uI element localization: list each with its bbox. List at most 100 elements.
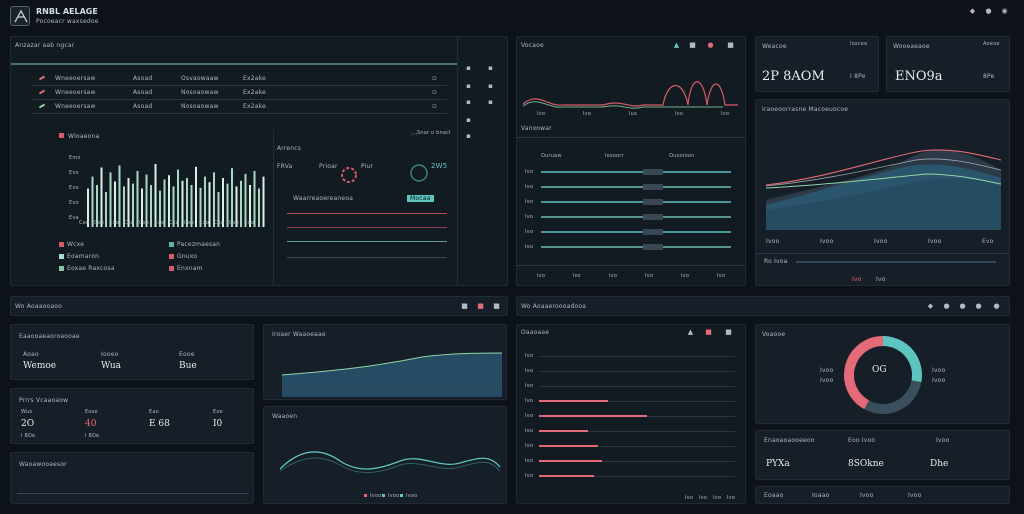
kpi-2-delta: 8Pe bbox=[983, 73, 995, 80]
kpi-1-title: Weacoe bbox=[762, 43, 787, 50]
bk-item-label: Eoo Ivoo bbox=[848, 437, 876, 444]
hb-icon-3[interactable]: ■ bbox=[725, 328, 732, 336]
tl-side-icon-7[interactable]: ▪ bbox=[488, 82, 493, 90]
tm-row-cell bbox=[643, 199, 663, 205]
user-icon[interactable]: ◉ bbox=[1001, 7, 1008, 15]
row-marker bbox=[38, 103, 46, 109]
tm-icon-4[interactable]: ■ bbox=[727, 41, 734, 49]
kpi-2-title: Wooeaeaoe bbox=[893, 43, 930, 50]
hbar-fill bbox=[539, 445, 598, 447]
tl-side-icon-8[interactable]: ▪ bbox=[488, 98, 493, 106]
bar bbox=[141, 188, 143, 227]
area-chart-footer-line bbox=[796, 261, 996, 263]
sl-icon-1[interactable]: ■ bbox=[461, 302, 468, 310]
tm-icon-1[interactable]: ▲ bbox=[673, 41, 680, 49]
tl-side-icon-1[interactable]: ▪ bbox=[466, 64, 471, 72]
sl-icon-3[interactable]: ■ bbox=[493, 302, 500, 310]
tl-side-icon-3[interactable]: ▪ bbox=[466, 98, 471, 106]
stat-panel-3-title: Waoawooaesor bbox=[19, 461, 67, 468]
bar bbox=[109, 172, 112, 227]
gear-icon[interactable]: ● bbox=[985, 7, 992, 15]
bar bbox=[258, 188, 260, 227]
sr-icon-1[interactable]: ◆ bbox=[927, 302, 934, 310]
tl-side-icon-5[interactable]: ▪ bbox=[466, 132, 471, 140]
tm-row-cell bbox=[643, 229, 663, 235]
kpi-1-label: Ioxcee bbox=[850, 41, 868, 47]
legend-label: Enxnam bbox=[177, 265, 203, 272]
bars-axis-label: Eva bbox=[69, 215, 79, 221]
row-action-icon[interactable]: ▫ bbox=[432, 74, 437, 82]
line-title: Waarreaoereaneoa bbox=[293, 195, 354, 202]
tm-row-cell bbox=[643, 169, 663, 175]
mini-item: FRVa bbox=[277, 163, 293, 170]
footer-bar-item[interactable]: Ivoo bbox=[908, 492, 922, 499]
legend-swatch bbox=[169, 266, 174, 271]
hbar-label: Ivo bbox=[525, 458, 534, 464]
row-value: Osvaowaaw bbox=[181, 75, 219, 82]
ac-tick: Ivoo bbox=[820, 238, 834, 245]
hbar-track bbox=[539, 461, 735, 462]
top-mid-title: Vocaoe bbox=[521, 42, 544, 49]
section-right-title: Wo Aoaaeroooadooa bbox=[521, 303, 587, 310]
tm-icon-3[interactable]: ● bbox=[707, 41, 714, 49]
bars-menu-icon[interactable]: ⋯ bbox=[411, 130, 418, 138]
tm-icon-2[interactable]: ■ bbox=[689, 41, 696, 49]
bars-legend-item: Eoxae Raxcosa bbox=[59, 265, 115, 272]
row-name: Wneeoersaw bbox=[55, 75, 96, 82]
footer-bar-item[interactable]: Eoaao bbox=[764, 492, 784, 499]
tm-row-cell bbox=[643, 214, 663, 220]
kpi-1-value: 2P 8AOM bbox=[762, 69, 825, 84]
tl-side-icon-6[interactable]: ▪ bbox=[488, 64, 493, 72]
bars-legend-item: Gnuxo bbox=[169, 253, 197, 260]
wave-legend-item: Ivoo bbox=[382, 493, 399, 499]
app-title: RNBL AELAGE bbox=[36, 7, 98, 16]
tm-footer-label: Ivo bbox=[537, 273, 546, 279]
app-subtitle: Pocoeacr waxsedoe bbox=[36, 18, 99, 25]
sp-stat-label: Aoao bbox=[23, 351, 39, 358]
row-code: Asoad bbox=[133, 75, 153, 82]
bell-icon[interactable]: ◆ bbox=[969, 7, 976, 15]
tm-header: Ouooioon bbox=[669, 153, 695, 159]
section-left-header: Wo Aoaaooaoo ■ ■ ■ bbox=[10, 296, 508, 316]
sr-icon-5[interactable]: ● bbox=[993, 302, 1000, 310]
hb-icon-2[interactable]: ■ bbox=[705, 328, 712, 336]
row-action-icon[interactable]: ▫ bbox=[432, 102, 437, 110]
sr-icon-3[interactable]: ● bbox=[959, 302, 966, 310]
legend-swatch bbox=[59, 242, 64, 247]
bars-title: Wloaeona bbox=[68, 133, 100, 140]
wave-swatch bbox=[382, 494, 385, 497]
row-action-icon[interactable]: ▫ bbox=[432, 88, 437, 96]
hbar-track bbox=[539, 371, 735, 372]
bar bbox=[204, 176, 206, 227]
hbar-track bbox=[539, 446, 735, 447]
sp2-stat-sub: I 8Oe bbox=[21, 433, 36, 439]
tm-row-label: Ivo bbox=[525, 214, 534, 220]
area-chart-title: Iraoeoorrasne Macoeuocoe bbox=[762, 106, 849, 113]
bars-legend-item: Pacezmaesan bbox=[169, 241, 220, 248]
footer-bar-item[interactable]: Ivoo bbox=[860, 492, 874, 499]
tl-side-icon-2[interactable]: ▪ bbox=[466, 82, 471, 90]
bars-tab[interactable]: Snar o bnacl bbox=[417, 130, 451, 136]
tm-footer-label: Ivo bbox=[609, 273, 618, 279]
bar bbox=[150, 185, 152, 227]
row-divider bbox=[31, 113, 447, 114]
top-left-title: Anzazar aab ngcar bbox=[15, 42, 75, 49]
sr-icon-4[interactable]: ● bbox=[975, 302, 982, 310]
hbar-track bbox=[539, 386, 735, 387]
app-logo[interactable] bbox=[10, 6, 30, 26]
bk-item-value: 8SOkne bbox=[848, 459, 884, 469]
row-value: Nosoaowaw bbox=[181, 89, 219, 96]
legend-swatch bbox=[169, 254, 174, 259]
footer-bar-item[interactable]: Ioaao bbox=[812, 492, 830, 499]
tl-side-icon-4[interactable]: ▪ bbox=[466, 116, 471, 124]
bars-legend-item: Wcxe bbox=[59, 241, 84, 248]
sr-icon-2[interactable]: ● bbox=[943, 302, 950, 310]
bar bbox=[154, 164, 157, 227]
bar bbox=[168, 175, 170, 227]
hbar-footer-label: Ivo bbox=[713, 495, 722, 501]
hb-icon-1[interactable]: ▲ bbox=[687, 328, 694, 336]
wave-swatch bbox=[364, 494, 367, 497]
donut-left-2: Ivoo bbox=[820, 377, 834, 384]
sl-icon-2[interactable]: ■ bbox=[477, 302, 484, 310]
donut-right-1: Ivoo bbox=[932, 367, 946, 374]
